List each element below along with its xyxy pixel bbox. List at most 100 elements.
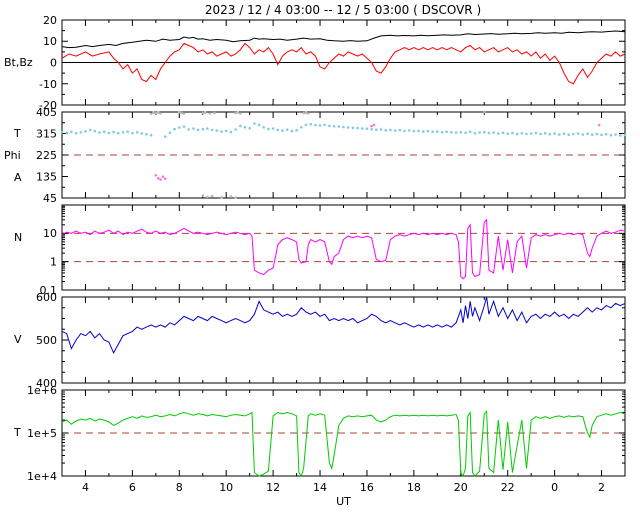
series-phi-dot [623, 133, 627, 136]
series-phi-dot [436, 130, 439, 133]
series-phi-dot [206, 127, 209, 130]
panel-t-phi-a [60, 110, 627, 199]
series-phi-dot [145, 132, 148, 136]
series-phi-dot [126, 130, 129, 133]
series-phi-dot [215, 129, 219, 132]
ylabel-a: A [14, 171, 22, 184]
series-t-line [61, 410, 626, 478]
series-phi-dot [262, 126, 266, 129]
series-phi-dot [121, 131, 125, 134]
series-phi-dot [619, 134, 622, 137]
y-tick-label: -20 [39, 99, 57, 112]
series-phi-dot [393, 129, 397, 132]
x-tick-label: 14 [313, 481, 327, 494]
series-phi-secondary-dot [182, 112, 186, 115]
series-phi-secondary-dot [203, 111, 207, 114]
series-phi-secondary-dot [178, 110, 181, 114]
series-phi-dot [98, 131, 101, 134]
series-phi-secondary-dot [149, 112, 153, 115]
series-phi-dot [60, 131, 64, 134]
series-phi-dot [478, 131, 481, 134]
series-phi-dot [558, 133, 561, 136]
series-phi-dot [356, 126, 359, 130]
y-tick-label: 405 [36, 106, 57, 119]
series-phi-dot [248, 126, 251, 130]
series-phi-dot [389, 128, 392, 132]
series-phi-dot [609, 133, 613, 137]
panel-bt-bz [61, 19, 626, 106]
series-phi-dot [403, 129, 406, 133]
series-phi-dot [224, 129, 228, 133]
series-phi-secondary-dot [208, 112, 212, 115]
series-phi-dot [365, 127, 369, 130]
y-tick-label: 10 [43, 35, 57, 48]
ylabel-n: N [14, 231, 22, 244]
series-phi-secondary-dot [234, 111, 237, 115]
series-phi-dot [342, 125, 345, 129]
series-phi-dot [412, 129, 416, 133]
ylabel-t: T [13, 127, 21, 140]
series-phi-dot [473, 132, 477, 135]
series-phi-secondary-dot [206, 195, 209, 199]
series-phi-dot [332, 125, 336, 128]
series-phi-dot [163, 135, 167, 138]
series-phi-dot [295, 128, 298, 132]
x-tick-label: 12 [266, 481, 280, 494]
series-phi-dot [182, 125, 186, 128]
series-phi-secondary-dot [239, 112, 242, 115]
series-phi-dot [379, 128, 383, 131]
series-phi-dot [187, 128, 190, 131]
series-phi-dot [309, 122, 313, 126]
series-phi-dot [431, 130, 434, 134]
series-phi-secondary-dot [159, 112, 162, 115]
series-phi-dot [468, 130, 472, 134]
series-phi-secondary-dot [152, 111, 155, 114]
series-phi-dot [173, 127, 176, 131]
x-tick-label: 2 [598, 481, 605, 494]
series-phi-dot [543, 132, 547, 135]
series-phi-secondary-dot [234, 196, 237, 199]
y-tick-label: 500 [36, 334, 57, 347]
series-phi-flagged-dot [163, 177, 167, 180]
series-phi-secondary-dot [307, 112, 310, 115]
series-phi-dot [178, 126, 181, 129]
series-phi-dot [220, 130, 223, 133]
series-phi-secondary-dot [156, 111, 160, 114]
panel-velocity [61, 296, 626, 384]
series-phi-secondary-dot [302, 111, 305, 115]
series-phi-flagged-dot [154, 174, 158, 177]
series-phi-dot [135, 131, 139, 134]
series-phi-dot [515, 132, 519, 136]
y-tick-label: -10 [39, 78, 57, 91]
series-phi-dot [497, 132, 500, 135]
series-phi-dot [65, 131, 68, 135]
series-phi-dot [384, 128, 388, 132]
series-phi-dot [318, 124, 322, 127]
series-phi-dot [290, 129, 294, 133]
series-phi-secondary-dot [201, 194, 205, 197]
series-phi-dot [337, 125, 341, 128]
series-phi-secondary-dot [236, 111, 240, 114]
series-phi-dot [192, 127, 195, 130]
y-tick-label: 400 [36, 377, 57, 390]
y-tick-label: 45 [43, 192, 57, 205]
series-phi-secondary-dot [220, 196, 223, 199]
panel-temperature [61, 389, 626, 478]
series-phi-secondary-dot [180, 111, 183, 115]
series-phi-dot [112, 130, 115, 134]
series-phi-dot [74, 132, 78, 135]
y-tick-label: 315 [36, 128, 57, 141]
series-phi-dot [454, 131, 458, 134]
series-phi-dot [417, 129, 420, 133]
series-phi-dot [576, 132, 580, 135]
x-tick-label: 10 [219, 481, 233, 494]
y-tick-label: 1e+5 [27, 427, 57, 440]
x-tick-label: 20 [454, 481, 468, 494]
y-tick-label: 20 [43, 14, 57, 27]
series-phi-dot [201, 127, 205, 131]
y-tick-label: 0.1 [40, 284, 58, 297]
series-phi-dot [370, 127, 373, 131]
series-phi-dot [361, 127, 364, 130]
